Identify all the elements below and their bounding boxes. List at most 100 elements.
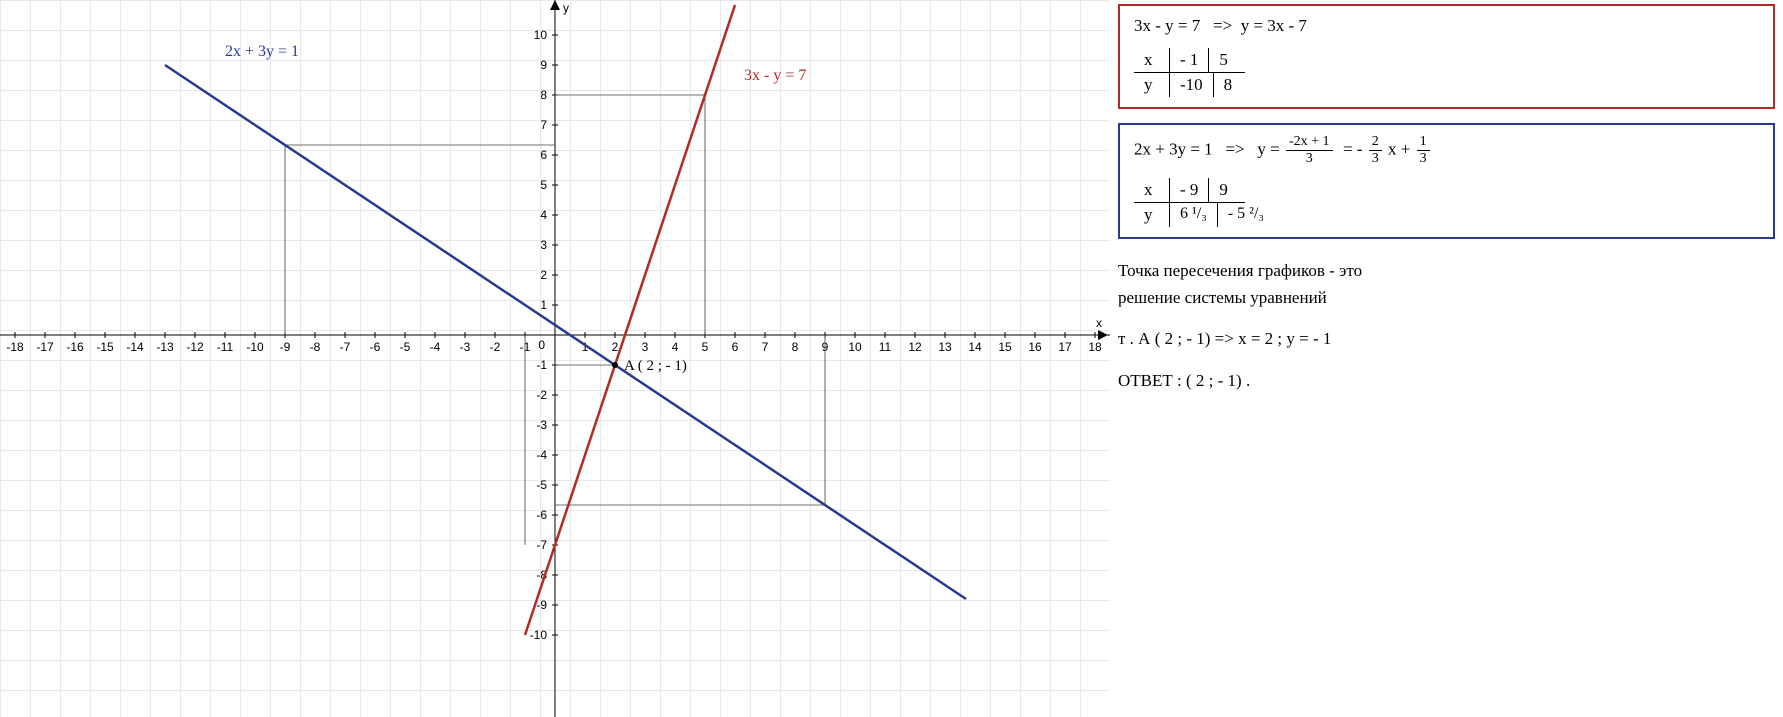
fraction: 2 3 — [1369, 135, 1382, 166]
svg-text:A ( 2 ; - 1): A ( 2 ; - 1) — [624, 358, 687, 374]
svg-text:-9: -9 — [536, 598, 547, 612]
numerator: 1 — [1417, 135, 1430, 151]
equals: = - — [1343, 139, 1363, 158]
svg-text:9: 9 — [540, 58, 547, 72]
svg-text:-5: -5 — [536, 478, 547, 492]
svg-text:-2: -2 — [536, 388, 547, 402]
chart-area: xy-18-17-16-15-14-13-12-11-10-9-8-7-6-5-… — [0, 0, 1110, 717]
row-label-y: y — [1134, 73, 1170, 97]
cell: -10 — [1170, 73, 1214, 97]
text-line: Точка пересечения графиков - это — [1118, 261, 1362, 280]
svg-text:-17: -17 — [36, 340, 54, 354]
cell: 5 — [1209, 48, 1245, 73]
denominator: 3 — [1369, 151, 1382, 166]
cell: - 1 — [1170, 48, 1209, 73]
svg-text:-8: -8 — [310, 340, 321, 354]
svg-text:8: 8 — [792, 340, 799, 354]
cell: 6 ¹/₃ — [1170, 203, 1218, 227]
svg-text:16: 16 — [1028, 340, 1042, 354]
arrow-icon: => — [1213, 16, 1232, 35]
svg-text:4: 4 — [672, 340, 679, 354]
svg-text:2x + 3y = 1: 2x + 3y = 1 — [225, 43, 299, 60]
svg-text:x: x — [1096, 316, 1102, 330]
fraction: 1 3 — [1417, 135, 1430, 166]
svg-text:3x - y = 7: 3x - y = 7 — [744, 67, 806, 84]
cell: 9 — [1209, 178, 1245, 203]
row-label-y: y — [1134, 203, 1170, 227]
denominator: 3 — [1286, 151, 1333, 166]
svg-text:17: 17 — [1058, 340, 1072, 354]
svg-text:-6: -6 — [536, 508, 547, 522]
svg-text:7: 7 — [762, 340, 769, 354]
svg-text:6: 6 — [540, 148, 547, 162]
svg-text:18: 18 — [1088, 340, 1102, 354]
table-blue: x - 9 9 y 6 ¹/₃ - 5 ²/₃ — [1134, 178, 1274, 227]
svg-text:-15: -15 — [96, 340, 114, 354]
svg-text:1: 1 — [540, 298, 547, 312]
svg-text:-3: -3 — [536, 418, 547, 432]
fraction: -2x + 1 3 — [1286, 135, 1333, 166]
text-line: т . А ( 2 ; - 1) => x = 2 ; y = - 1 — [1118, 325, 1775, 352]
svg-text:-12: -12 — [186, 340, 204, 354]
svg-text:11: 11 — [879, 340, 892, 354]
svg-text:-10: -10 — [530, 628, 548, 642]
svg-text:-11: -11 — [217, 340, 234, 354]
svg-text:-18: -18 — [6, 340, 24, 354]
chart-svg: xy-18-17-16-15-14-13-12-11-10-9-8-7-6-5-… — [0, 0, 1110, 717]
svg-text:-5: -5 — [400, 340, 411, 354]
svg-text:-9: -9 — [280, 340, 291, 354]
svg-text:5: 5 — [702, 340, 709, 354]
explanation-text: Точка пересечения графиков - это решение… — [1118, 257, 1775, 394]
denominator: 3 — [1417, 151, 1430, 166]
svg-text:5: 5 — [540, 178, 547, 192]
svg-text:15: 15 — [998, 340, 1012, 354]
right-panel: 3x - y = 7 => y = 3x - 7 x - 1 5 y -10 8… — [1110, 0, 1783, 717]
svg-text:-7: -7 — [340, 340, 351, 354]
svg-text:-4: -4 — [430, 340, 441, 354]
svg-text:10: 10 — [534, 28, 548, 42]
svg-text:12: 12 — [908, 340, 922, 354]
svg-text:-16: -16 — [66, 340, 84, 354]
svg-text:13: 13 — [938, 340, 952, 354]
svg-text:-2: -2 — [490, 340, 501, 354]
numerator: 2 — [1369, 135, 1382, 151]
cell: - 5 ²/₃ — [1218, 203, 1274, 227]
eq-lhs: 3x - y = 7 — [1134, 16, 1200, 35]
svg-text:y: y — [563, 1, 569, 15]
numerator: -2x + 1 — [1286, 135, 1333, 151]
eq-rhs: y = 3x - 7 — [1241, 16, 1307, 35]
svg-text:-13: -13 — [156, 340, 174, 354]
svg-text:-7: -7 — [536, 538, 547, 552]
svg-text:3: 3 — [642, 340, 649, 354]
svg-text:14: 14 — [968, 340, 982, 354]
svg-text:-10: -10 — [246, 340, 264, 354]
text-line: решение системы уравнений — [1118, 288, 1327, 307]
answer-line: ОТВЕТ : ( 2 ; - 1) . — [1118, 367, 1775, 394]
svg-text:4: 4 — [540, 208, 547, 222]
svg-text:3: 3 — [540, 238, 547, 252]
cell: - 9 — [1170, 178, 1209, 203]
svg-text:10: 10 — [848, 340, 862, 354]
svg-text:-6: -6 — [370, 340, 381, 354]
svg-text:-1: -1 — [536, 358, 547, 372]
equation-red: 3x - y = 7 => y = 3x - 7 — [1134, 16, 1759, 36]
equation-box-blue: 2x + 3y = 1 => y = -2x + 1 3 = - 2 3 x +… — [1118, 123, 1775, 239]
equation-box-red: 3x - y = 7 => y = 3x - 7 x - 1 5 y -10 8 — [1118, 4, 1775, 109]
svg-text:2: 2 — [540, 268, 547, 282]
svg-text:-14: -14 — [126, 340, 144, 354]
svg-text:-3: -3 — [460, 340, 471, 354]
svg-text:0: 0 — [538, 338, 545, 352]
row-label-x: x — [1134, 48, 1170, 73]
svg-text:-4: -4 — [536, 448, 547, 462]
cell: 8 — [1214, 73, 1250, 97]
equation-blue: 2x + 3y = 1 => y = -2x + 1 3 = - 2 3 x +… — [1134, 135, 1759, 166]
tail: x + — [1388, 139, 1415, 158]
row-label-x: x — [1134, 178, 1170, 203]
arrow-icon: => — [1225, 139, 1244, 158]
table-red: x - 1 5 y -10 8 — [1134, 48, 1250, 97]
svg-text:8: 8 — [540, 88, 547, 102]
eq-lhs: 2x + 3y = 1 — [1134, 139, 1213, 158]
svg-text:7: 7 — [540, 118, 547, 132]
svg-text:6: 6 — [732, 340, 739, 354]
eq-rhs-prefix: y = — [1257, 139, 1279, 158]
